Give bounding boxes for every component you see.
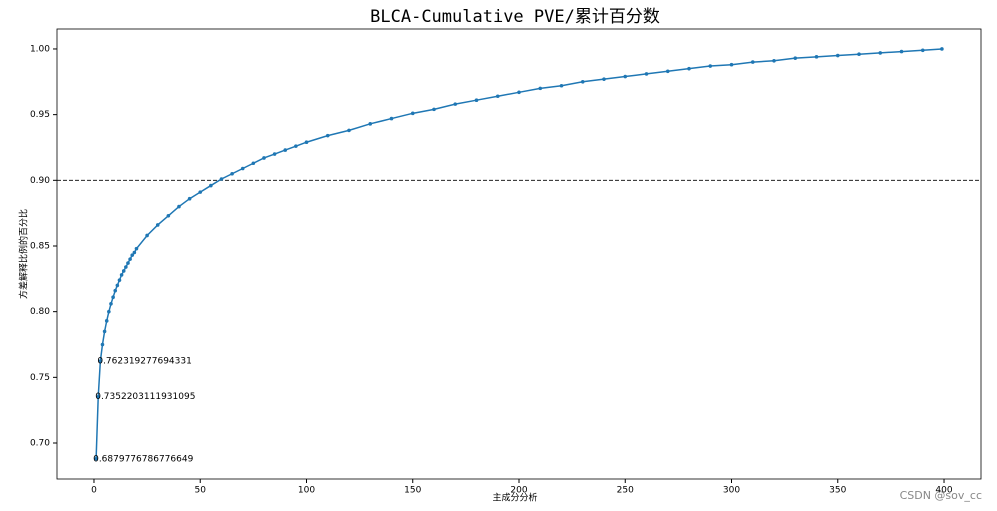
point bbox=[347, 128, 351, 133]
point bbox=[410, 111, 415, 116]
x-tick-label: 250 bbox=[617, 486, 634, 496]
x-tick-label: 0 bbox=[91, 486, 97, 496]
x-axis-label: 主成分分析 bbox=[492, 492, 537, 504]
point bbox=[107, 309, 111, 314]
point bbox=[102, 329, 107, 334]
point bbox=[209, 183, 213, 188]
point bbox=[940, 47, 944, 51]
point bbox=[262, 156, 266, 160]
point bbox=[124, 265, 128, 269]
watermark: CSDN @sov_cc bbox=[900, 489, 982, 502]
point bbox=[729, 62, 734, 67]
point bbox=[119, 273, 124, 277]
y-tick-label: 0.70 bbox=[30, 439, 50, 449]
y-tick-label: 0.80 bbox=[30, 307, 50, 317]
point bbox=[538, 86, 543, 91]
point bbox=[453, 102, 458, 106]
point bbox=[134, 246, 139, 251]
point bbox=[115, 283, 120, 288]
point bbox=[644, 72, 649, 76]
x-tick-label: 200 bbox=[510, 486, 527, 496]
x-tick-label: 350 bbox=[829, 486, 846, 496]
point bbox=[920, 48, 925, 53]
x-tick-label: 300 bbox=[723, 486, 740, 496]
point bbox=[117, 278, 122, 282]
y-tick-label: 0.95 bbox=[30, 110, 50, 120]
point bbox=[126, 261, 130, 265]
plot-frame bbox=[56, 28, 982, 480]
point bbox=[665, 69, 670, 74]
point bbox=[240, 166, 245, 171]
point bbox=[177, 204, 181, 209]
point bbox=[251, 161, 256, 166]
point bbox=[166, 213, 171, 218]
point bbox=[109, 301, 113, 306]
point bbox=[580, 80, 585, 84]
point bbox=[155, 223, 160, 227]
point bbox=[145, 233, 149, 238]
point bbox=[121, 269, 126, 273]
point bbox=[132, 250, 137, 255]
point bbox=[272, 152, 277, 156]
x-tick-label: 150 bbox=[404, 486, 421, 496]
point bbox=[130, 253, 135, 257]
point bbox=[835, 53, 840, 58]
point bbox=[793, 56, 798, 60]
point bbox=[94, 457, 98, 461]
point bbox=[750, 60, 755, 64]
point bbox=[187, 196, 192, 201]
point bbox=[368, 122, 373, 126]
point bbox=[111, 295, 115, 300]
point bbox=[128, 257, 132, 261]
point bbox=[814, 55, 819, 59]
line bbox=[95, 48, 942, 459]
point bbox=[98, 359, 103, 363]
data-label: 0.762319277694331 bbox=[97, 357, 191, 367]
point bbox=[304, 140, 309, 145]
point bbox=[899, 49, 904, 54]
point bbox=[113, 288, 118, 293]
chart-title: BLCA-Cumulative PVE/累计百分数 bbox=[370, 7, 660, 27]
x-tick-label: 100 bbox=[298, 486, 315, 496]
point bbox=[389, 116, 394, 121]
point bbox=[432, 107, 436, 112]
point bbox=[857, 52, 861, 57]
x-tick-label: 400 bbox=[935, 486, 952, 496]
y-tick-label: 1.00 bbox=[30, 44, 50, 54]
point bbox=[100, 342, 105, 347]
point bbox=[623, 74, 628, 79]
point bbox=[230, 171, 234, 176]
point bbox=[559, 83, 564, 88]
point bbox=[708, 64, 713, 68]
point bbox=[325, 133, 330, 138]
data-label: 0.7352203111931095 bbox=[95, 392, 195, 402]
point bbox=[878, 51, 883, 55]
point bbox=[283, 148, 288, 152]
point bbox=[294, 144, 298, 148]
y-tick-label: 0.75 bbox=[30, 373, 50, 383]
y-tick-label: 0.90 bbox=[30, 176, 50, 186]
y-axis-label: 方差解释比例的百分比 bbox=[18, 209, 30, 299]
point bbox=[495, 94, 500, 99]
point bbox=[474, 98, 479, 102]
point bbox=[687, 66, 691, 71]
point bbox=[198, 190, 203, 194]
point bbox=[219, 177, 224, 181]
point bbox=[772, 58, 776, 63]
point bbox=[602, 77, 606, 81]
data-label: 0.6879776786776649 bbox=[93, 454, 193, 464]
point bbox=[517, 90, 521, 95]
point bbox=[104, 319, 109, 323]
point bbox=[96, 394, 101, 399]
x-tick-label: 50 bbox=[195, 486, 207, 496]
y-tick-label: 0.85 bbox=[30, 241, 50, 251]
